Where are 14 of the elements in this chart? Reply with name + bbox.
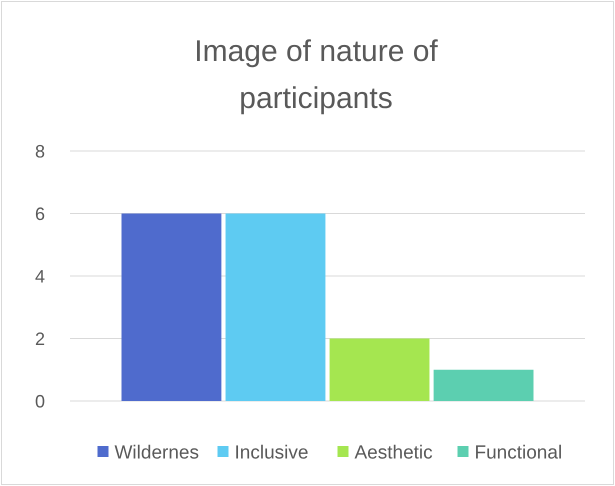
y-tick-label: 0 — [34, 391, 46, 412]
legend-label: Functional — [474, 442, 562, 464]
legend-label: Aesthetic — [354, 442, 433, 464]
y-tick-label: 4 — [34, 266, 46, 286]
y-tick-label: 6 — [34, 204, 46, 224]
y-tick-label: 2 — [34, 328, 46, 349]
y-tick-label: 8 — [34, 141, 46, 162]
bar — [330, 338, 430, 401]
bar — [226, 214, 326, 401]
bar — [122, 214, 222, 401]
legend-label: Wildernes — [114, 442, 199, 464]
chart-title: Image of nature of participants — [194, 35, 438, 115]
legend-label: Inclusive — [234, 442, 308, 464]
bar — [434, 370, 534, 401]
